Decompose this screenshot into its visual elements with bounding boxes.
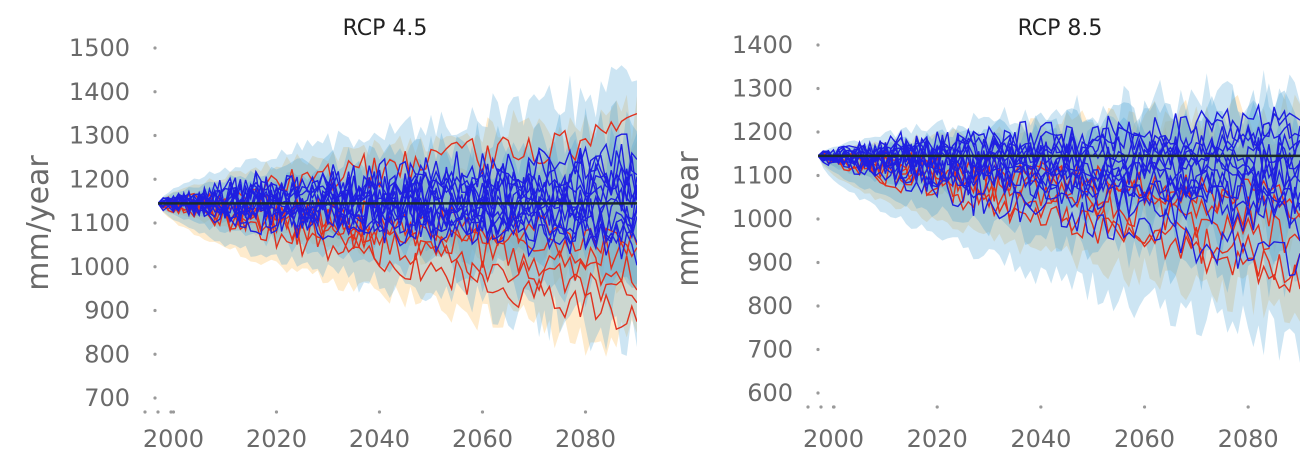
blue-run-line xyxy=(158,171,637,222)
panel-title: RCP 8.5 xyxy=(1018,16,1103,41)
x-tick-mark xyxy=(1142,405,1147,409)
y-tick-mark xyxy=(153,396,157,400)
x-tick-label: 2060 xyxy=(452,425,513,453)
y-tick-mark xyxy=(153,352,157,356)
y-tick-mark xyxy=(816,391,820,395)
blue-run-line xyxy=(818,149,1300,277)
x-tick-label: 2020 xyxy=(907,425,968,453)
y-tick-label: 1300 xyxy=(69,122,130,150)
y-tick-label: 800 xyxy=(747,292,793,320)
y-tick-mark xyxy=(153,177,157,181)
blue-run-line xyxy=(818,148,1300,242)
x-tick-mark xyxy=(806,405,810,409)
y-tick-mark xyxy=(153,90,157,94)
x-tick-mark xyxy=(935,405,939,409)
x-tick-label: 2080 xyxy=(555,425,616,453)
blue-run-line xyxy=(818,138,1300,200)
red-run-line xyxy=(158,201,637,331)
x-tick-label: 2020 xyxy=(246,425,307,453)
y-tick-mark xyxy=(816,86,820,91)
x-tick-mark xyxy=(171,410,176,414)
y-tick-label: 1000 xyxy=(732,205,793,233)
runs xyxy=(818,102,1300,294)
panel-rcp85: RCP 8.5 mm/year 600 700 800 900 1000 1100 1200 13… xyxy=(671,16,1300,453)
x-tick-mark xyxy=(583,410,588,414)
y-tick-label: 1200 xyxy=(69,165,130,193)
x-tick-label: 2060 xyxy=(1114,425,1175,453)
y-tick-label: 1200 xyxy=(732,118,793,146)
x-tick-mark xyxy=(480,410,485,414)
y-tick-label: 1000 xyxy=(69,253,130,281)
x-tick-label: 2000 xyxy=(803,425,864,453)
y-tick-label: 800 xyxy=(84,340,130,368)
y-tick-mark xyxy=(153,221,157,225)
blue-run-line xyxy=(818,136,1300,184)
y-tick-label: 1300 xyxy=(732,75,793,103)
x-tick-mark xyxy=(169,410,173,414)
blue-run-line xyxy=(818,145,1300,214)
blue-run-line xyxy=(158,194,637,266)
x-tick-label: 2000 xyxy=(143,425,204,453)
y-tick-label: 1500 xyxy=(69,34,130,62)
x-tick-mark xyxy=(819,405,823,409)
y-tick-mark xyxy=(153,133,157,138)
y-tick-mark xyxy=(816,217,820,221)
y-tick-label: 900 xyxy=(747,249,793,277)
y-tick-mark xyxy=(816,130,820,134)
y-tick-label: 1100 xyxy=(69,209,130,237)
blue-run-line xyxy=(818,109,1300,169)
blue-run-line xyxy=(818,102,1300,168)
x-tick-label: 2080 xyxy=(1218,425,1279,453)
x-tick-mark xyxy=(832,405,836,409)
blue-run-line xyxy=(818,121,1300,170)
y-axis-label: mm/year xyxy=(671,151,706,287)
y-tick-mark xyxy=(153,265,157,269)
y-tick-mark xyxy=(816,173,820,178)
y-tick-mark xyxy=(816,43,820,47)
y-tick-label: 1100 xyxy=(732,162,793,190)
y-tick-label: 700 xyxy=(84,384,130,412)
x-tick-mark xyxy=(274,410,279,414)
red-run-line xyxy=(818,155,1300,294)
y-tick-mark xyxy=(816,304,820,308)
panel-title: RCP 4.5 xyxy=(343,16,428,41)
y-tick-mark xyxy=(153,308,157,313)
orange-band xyxy=(158,94,637,357)
y-tick-label: 1400 xyxy=(69,78,130,106)
x-tick-mark xyxy=(377,410,382,414)
x-tick-label: 2040 xyxy=(349,425,410,453)
y-tick-mark xyxy=(816,260,820,265)
x-tick-mark xyxy=(1039,405,1043,409)
y-tick-label: 700 xyxy=(747,336,793,364)
y-tick-mark xyxy=(816,347,820,352)
y-tick-label: 1400 xyxy=(732,31,793,59)
x-tick-mark xyxy=(143,410,147,414)
y-axis-label: mm/year xyxy=(21,155,56,291)
x-tick-label: 2040 xyxy=(1010,425,1071,453)
y-tick-mark xyxy=(153,46,157,50)
x-tick-mark xyxy=(156,410,160,414)
blue-run-line xyxy=(818,145,1300,203)
x-tick-mark xyxy=(1246,405,1250,409)
panel-rcp45: RCP 4.5 mm/year 700 800 900 1000 1100 1200 1300 1… xyxy=(21,16,637,453)
runs xyxy=(158,112,637,331)
y-tick-label: 600 xyxy=(747,379,793,407)
y-tick-label: 900 xyxy=(84,297,130,325)
